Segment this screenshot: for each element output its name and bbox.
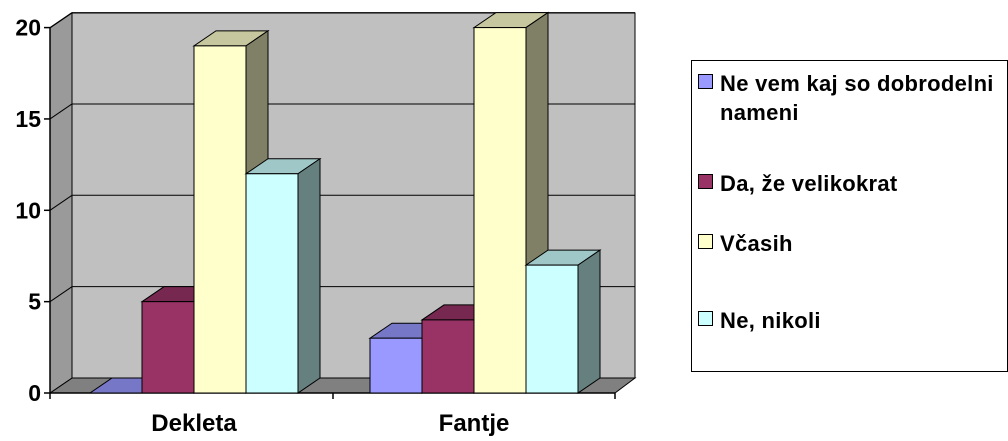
gridline-side <box>49 194 73 211</box>
x-tick-label: Dekleta <box>151 410 237 437</box>
y-tick-label: 0 <box>28 380 41 406</box>
legend-label-ne-vem: Ne vem kaj so dobrodelni nameni <box>720 71 994 125</box>
y-tick-label: 5 <box>28 289 41 315</box>
bar-chart: 0 5 10 15 20 Dekleta Fantje <box>15 11 637 437</box>
gridline-side <box>49 286 73 303</box>
y-tick-label: 15 <box>15 106 41 132</box>
gridline-side <box>49 12 73 29</box>
legend-item-da: Da, že velikokrat <box>698 169 1008 198</box>
bar <box>524 249 602 394</box>
x-tick-label: Fantje <box>439 410 510 437</box>
x-tick-labels: Dekleta Fantje <box>151 410 509 437</box>
legend-swatch-vcasih <box>698 234 713 249</box>
y-tick-label: 10 <box>15 197 41 223</box>
bars <box>88 11 602 394</box>
legend-item-vcasih: Včasih <box>698 229 1008 258</box>
legend: Ne vem kaj so dobrodelni nameni Da, že v… <box>691 60 1008 372</box>
legend-swatch-ne-nikoli <box>698 311 713 326</box>
y-tick-labels: 0 5 10 15 20 <box>15 15 41 406</box>
bar <box>244 157 322 394</box>
gridline-side <box>49 103 73 120</box>
legend-item-ne-vem: Ne vem kaj so dobrodelni nameni <box>698 69 1008 127</box>
legend-swatch-da <box>698 174 713 189</box>
legend-item-ne-nikoli: Ne, nikoli <box>698 306 1008 335</box>
legend-label-vcasih: Včasih <box>720 231 793 256</box>
legend-label-da: Da, že velikokrat <box>720 171 898 196</box>
legend-label-ne-nikoli: Ne, nikoli <box>720 308 821 333</box>
legend-swatch-ne-vem <box>698 74 713 89</box>
y-tick-label: 20 <box>15 15 41 41</box>
